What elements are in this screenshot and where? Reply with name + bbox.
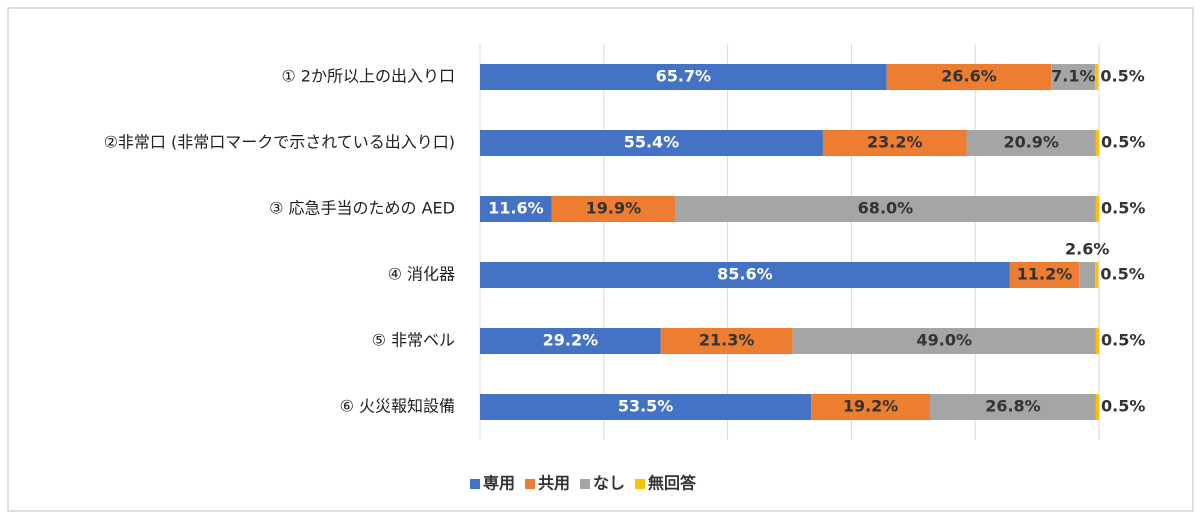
bar-segment	[1095, 196, 1099, 222]
bar-segment	[1051, 64, 1096, 90]
data-label: 19.2%	[843, 397, 899, 416]
data-label: 26.6%	[941, 67, 997, 86]
bar-segment	[886, 64, 1052, 90]
bar-segment	[480, 328, 661, 354]
bar-segment	[480, 196, 552, 222]
bar-segment	[660, 328, 793, 354]
data-label: 85.6%	[717, 265, 773, 284]
bar-segment	[1095, 64, 1099, 90]
legend-swatch	[470, 479, 480, 489]
legend-swatch	[525, 479, 536, 489]
data-label: 0.5%	[1101, 397, 1145, 416]
data-label: 11.6%	[488, 199, 544, 218]
data-label: 0.5%	[1100, 265, 1144, 284]
legend-swatch	[635, 479, 646, 489]
data-label: 2.6%	[1065, 240, 1109, 259]
y-tick-label: ②非常口 (非常口マークで示されている出入り口)	[104, 133, 455, 152]
bar-segment	[674, 196, 1096, 222]
legend-label: なし	[593, 474, 625, 493]
data-label: 68.0%	[858, 199, 914, 218]
data-label: 29.2%	[543, 331, 599, 350]
data-label: 7.1%	[1051, 67, 1095, 86]
bar-segment	[1079, 262, 1096, 288]
bar-segment	[480, 394, 812, 420]
bar-segment	[1095, 262, 1099, 288]
bar-segment	[1095, 394, 1099, 420]
data-label: 0.5%	[1101, 199, 1145, 218]
legend-label: 共用	[538, 474, 570, 493]
data-label: 26.8%	[985, 397, 1041, 416]
bar-segment	[551, 196, 675, 222]
y-tick-label: ④ 消化器	[388, 265, 455, 284]
data-label: 0.5%	[1100, 67, 1144, 86]
data-label: 19.9%	[586, 199, 642, 218]
data-label: 53.5%	[618, 397, 674, 416]
data-label: 55.4%	[624, 133, 680, 152]
chart-frame	[7, 7, 1194, 512]
bar-segment	[792, 328, 1096, 354]
bar-segment	[1095, 130, 1099, 156]
y-tick-label: ③ 応急手当のための AED	[269, 199, 455, 218]
bar-segment	[1009, 262, 1080, 288]
bar-segment	[1095, 328, 1099, 354]
data-label: 65.7%	[656, 67, 712, 86]
bar-segment	[480, 262, 1010, 288]
bar-segment	[811, 394, 931, 420]
data-label: 21.3%	[699, 331, 755, 350]
bar-segment	[822, 130, 967, 156]
legend-label: 無回答	[648, 474, 697, 493]
legend-label: 専用	[483, 474, 515, 493]
data-label: 49.0%	[916, 331, 972, 350]
y-tick-label: ① 2か所以上の出入り口	[281, 67, 455, 86]
bar-segment	[480, 64, 887, 90]
y-tick-label: ⑥ 火災報知設備	[340, 397, 455, 416]
data-label: 20.9%	[1003, 133, 1059, 152]
bar-segment	[480, 130, 823, 156]
data-label: 23.2%	[867, 133, 923, 152]
y-tick-label: ⑤ 非常ベル	[372, 331, 455, 350]
legend-swatch	[580, 479, 591, 489]
data-label: 11.2%	[1017, 265, 1073, 284]
bar-segment	[966, 130, 1096, 156]
bar-segment	[930, 394, 1096, 420]
data-label: 0.5%	[1101, 133, 1145, 152]
data-label: 0.5%	[1101, 331, 1145, 350]
